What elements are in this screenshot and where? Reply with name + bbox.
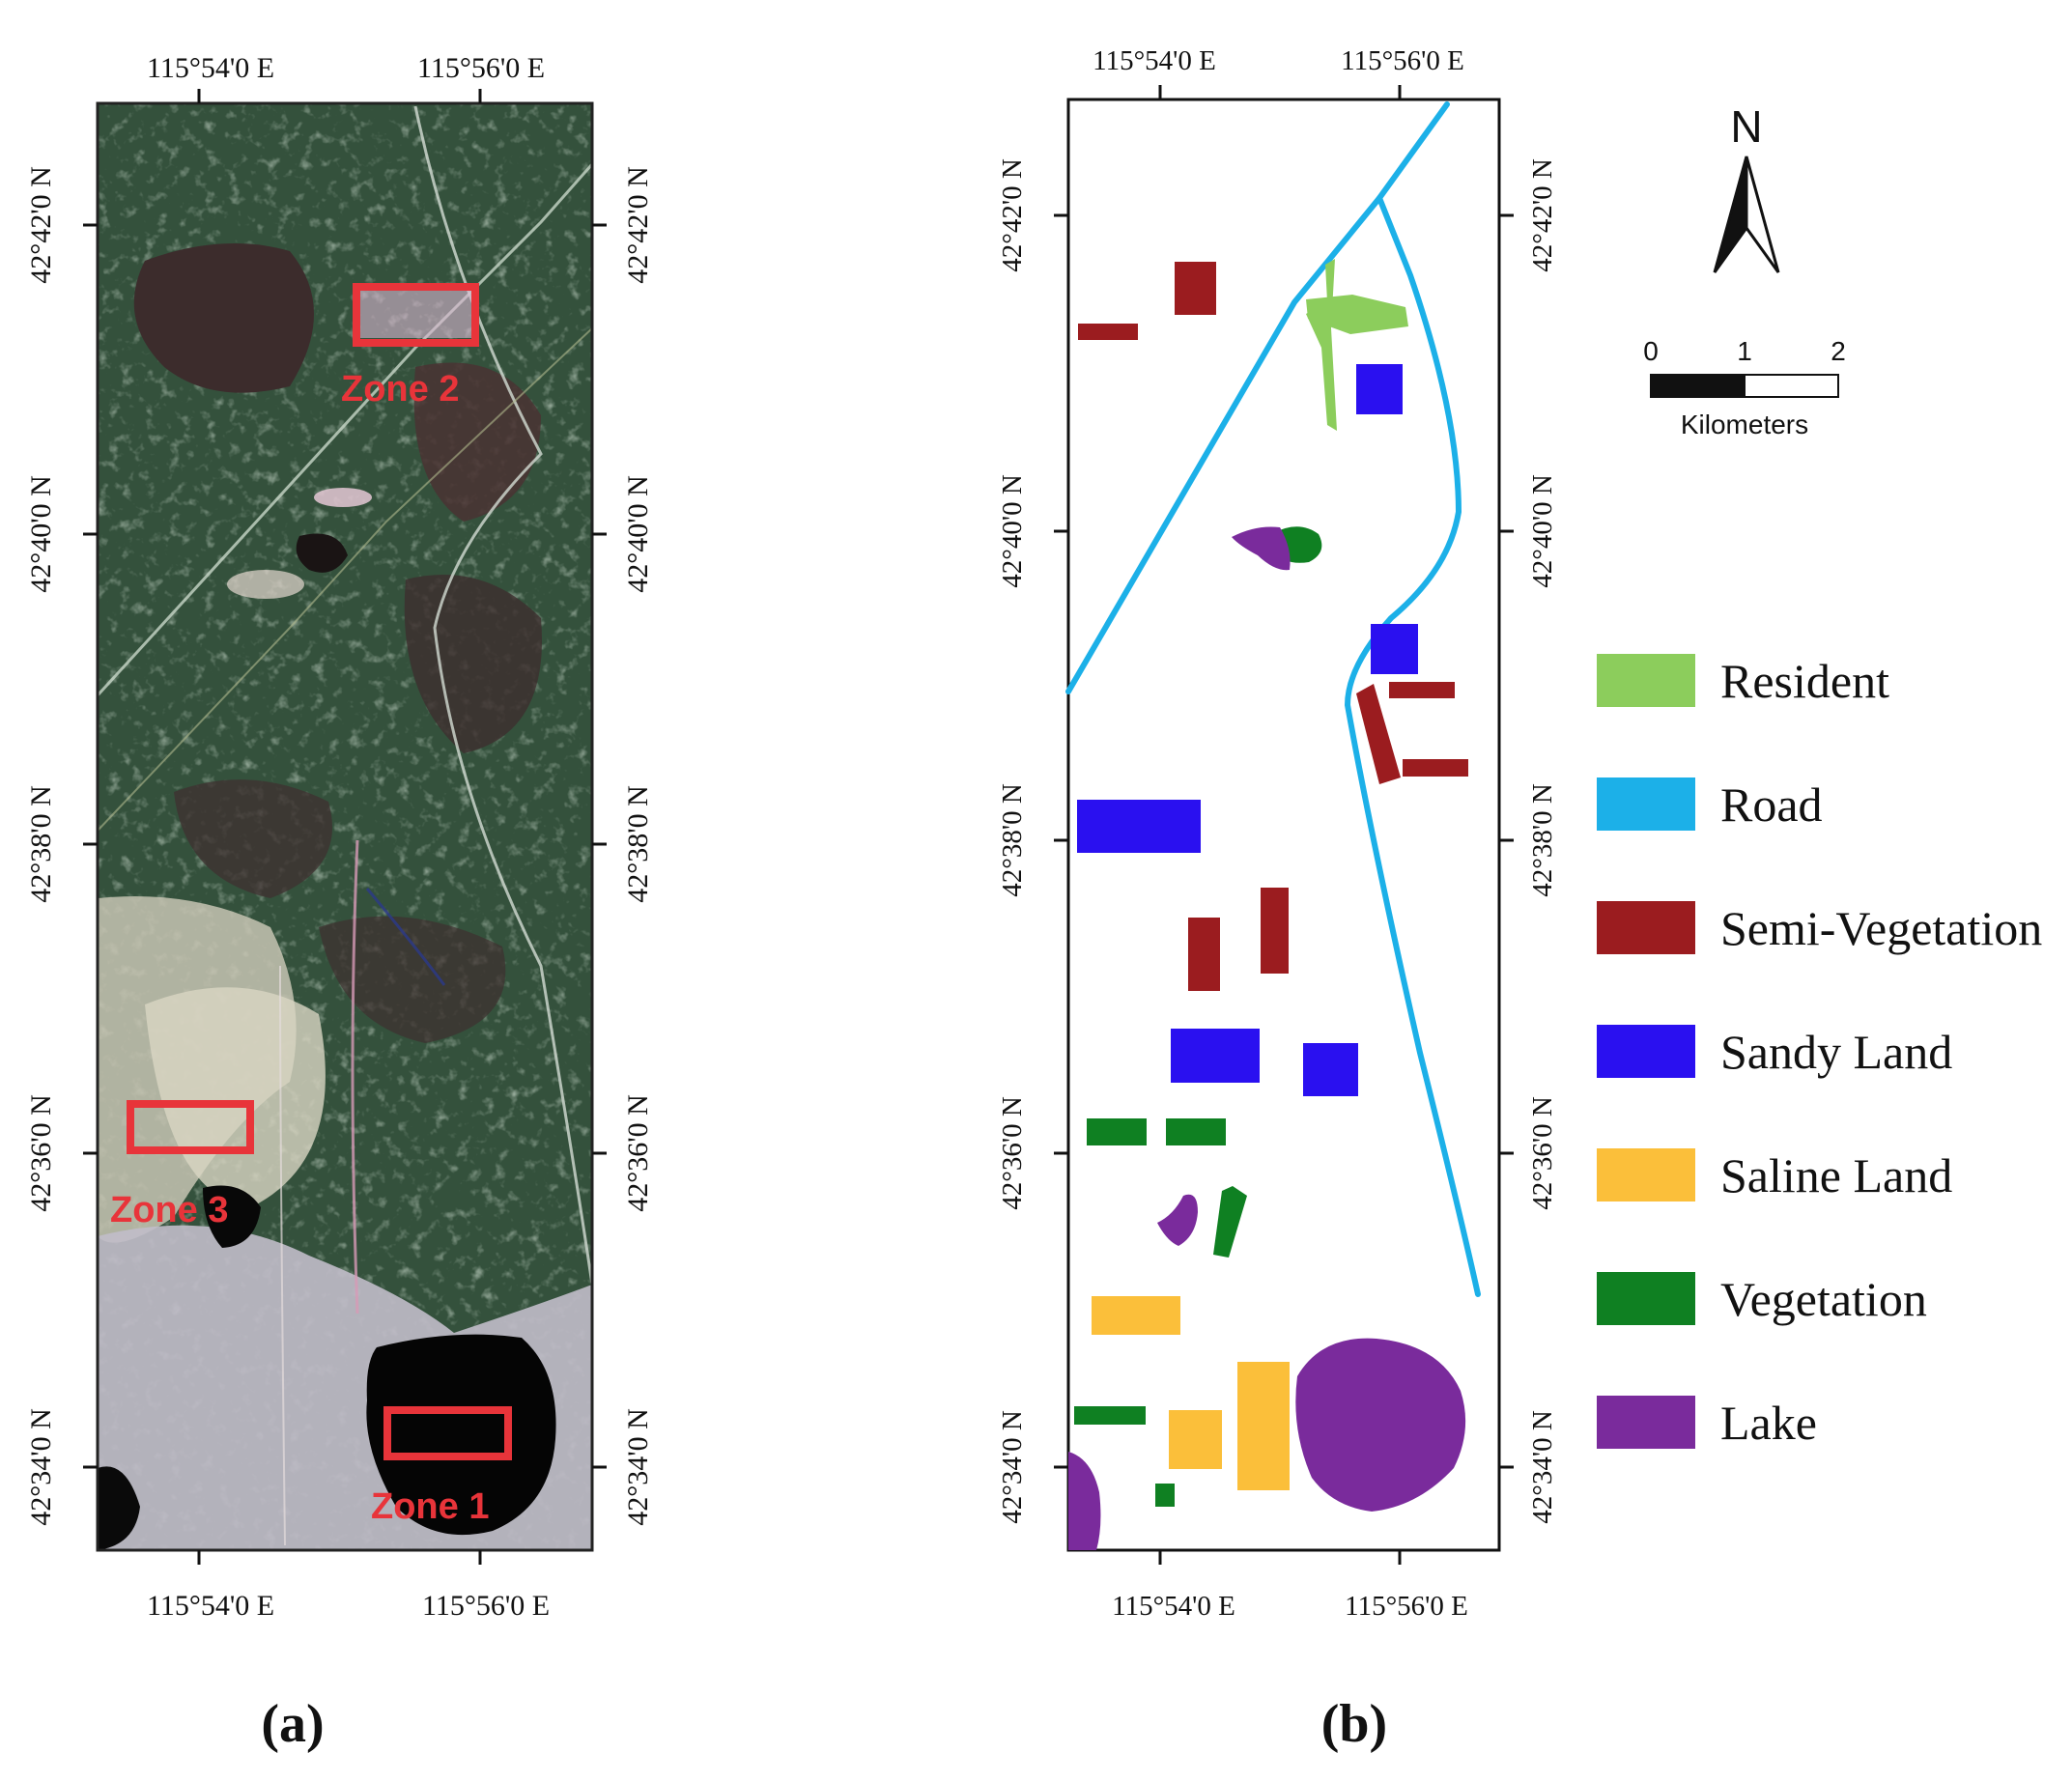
lat-labels-a-left: 42°42'0 N 42°40'0 N 42°38'0 N 42°36'0 N …: [25, 166, 57, 1526]
ticks-a: [83, 89, 607, 1565]
lon-label: 115°56'0 E: [422, 1590, 550, 1622]
legend-item: Vegetation: [1597, 1272, 1927, 1326]
legend-label: Semi-Vegetation: [1720, 901, 2042, 955]
lon-labels-a: 115°54'0 E 115°56'0 E 115°54'0 E 115°56'…: [147, 52, 550, 1622]
zone-2-label: Zone 2: [341, 369, 459, 410]
legend-swatch: [1597, 1025, 1695, 1078]
north-arrow-icon: [1745, 155, 1780, 273]
legend-label: Resident: [1720, 654, 1889, 708]
legend-swatch: [1597, 1148, 1695, 1201]
lon-label: 115°54'0 E: [147, 1590, 274, 1622]
zone-1-box: [383, 1406, 512, 1460]
zone-3-box: [127, 1100, 254, 1154]
legend-item: Lake: [1597, 1396, 1817, 1450]
legend-item: Saline Land: [1597, 1148, 1952, 1202]
scale-tick: 2: [1831, 336, 1846, 366]
lat-label: 42°40'0 N: [997, 474, 1028, 588]
zone-1-label: Zone 1: [371, 1486, 489, 1527]
scale-unit: Kilometers: [1681, 410, 1808, 439]
saline-land-features: [1092, 1296, 1290, 1490]
legend-swatch: [1597, 1396, 1695, 1449]
lat-label: 42°36'0 N: [622, 1094, 654, 1212]
legend-item: Semi-Vegetation: [1597, 901, 2042, 955]
classification-panel: 115°54'0 E 115°56'0 E 115°54'0 E 115°56'…: [997, 45, 1558, 1754]
zone-3-label: Zone 3: [110, 1190, 228, 1230]
lat-label: 42°36'0 N: [25, 1094, 57, 1212]
caption-b: (b): [1321, 1694, 1387, 1754]
lat-label: 42°38'0 N: [622, 785, 654, 903]
ticks-b: [1054, 85, 1514, 1565]
lake-features: [1068, 526, 1466, 1550]
lat-label: 42°38'0 N: [997, 783, 1028, 897]
lat-label: 42°40'0 N: [25, 475, 57, 593]
road: [1065, 101, 1450, 694]
resident-features: [1306, 259, 1408, 431]
legend-item: Road: [1597, 777, 1823, 832]
lon-label: 115°54'0 E: [1112, 1591, 1235, 1622]
scale-bar: 0 1 2 Kilometers: [1643, 336, 1846, 439]
legend-label: Vegetation: [1720, 1272, 1927, 1326]
legend-item: Resident: [1597, 654, 1889, 708]
legend-label: Lake: [1720, 1396, 1817, 1450]
lat-label: 42°34'0 N: [1527, 1410, 1558, 1524]
scale-tick: 1: [1737, 336, 1752, 366]
legend-label: Road: [1720, 777, 1823, 832]
road-features: [1065, 101, 1481, 1297]
legend-swatch: [1597, 1272, 1695, 1325]
lon-label: 115°54'0 E: [1093, 45, 1216, 76]
lat-label: 42°34'0 N: [25, 1408, 57, 1526]
lat-label: 42°38'0 N: [25, 785, 57, 903]
zone-boxes: [127, 283, 512, 1460]
vegetation-features: [1074, 526, 1322, 1507]
lat-label: 42°36'0 N: [1527, 1096, 1558, 1210]
satellite-image: [98, 103, 592, 1550]
lat-labels-b-left: 42°42'0 N 42°40'0 N 42°38'0 N 42°36'0 N …: [997, 158, 1028, 1524]
lat-label: 42°34'0 N: [622, 1408, 654, 1526]
lat-label: 42°40'0 N: [622, 475, 654, 593]
legend-swatch: [1597, 901, 1695, 954]
north-arrow: N: [1713, 101, 1780, 273]
road: [1344, 195, 1481, 1297]
legend-item: Sandy Land: [1597, 1025, 1952, 1079]
legend-swatch: [1597, 654, 1695, 707]
lat-label: 42°38'0 N: [1527, 783, 1558, 897]
lat-labels-a-right: 42°42'0 N 42°40'0 N 42°38'0 N 42°36'0 N …: [622, 166, 654, 1526]
north-label: N: [1730, 101, 1762, 152]
sandy-land-features: [1077, 364, 1418, 1096]
lon-label: 115°54'0 E: [147, 52, 274, 84]
lat-label: 42°36'0 N: [997, 1096, 1028, 1210]
lat-label: 42°40'0 N: [1527, 474, 1558, 588]
lat-label: 42°34'0 N: [997, 1410, 1028, 1524]
lat-labels-b-right: 42°42'0 N 42°40'0 N 42°38'0 N 42°36'0 N …: [1527, 158, 1558, 1524]
lon-label: 115°56'0 E: [1345, 1591, 1468, 1622]
lon-label: 115°56'0 E: [417, 52, 545, 84]
legend-label: Saline Land: [1720, 1148, 1952, 1202]
lon-labels-b: 115°54'0 E 115°56'0 E 115°54'0 E 115°56'…: [1093, 45, 1468, 1622]
legend-label: Sandy Land: [1720, 1025, 1952, 1079]
lon-label: 115°56'0 E: [1341, 45, 1464, 76]
caption-a: (a): [261, 1694, 324, 1754]
satellite-panel: Zone 2 Zone 3 Zone 1 115°54'0 E 115°56'0…: [25, 52, 654, 1754]
legend: Resident Road Semi-Vegetation Sandy Land…: [1597, 654, 2042, 1450]
lat-label: 42°42'0 N: [622, 166, 654, 284]
lat-label: 42°42'0 N: [25, 166, 57, 284]
lat-label: 42°42'0 N: [1527, 158, 1558, 272]
lat-label: 42°42'0 N: [997, 158, 1028, 272]
legend-swatch: [1597, 777, 1695, 831]
satellite-frame: [96, 101, 594, 1552]
scale-tick: 0: [1643, 336, 1659, 366]
semi-vegetation-features: [1078, 262, 1468, 991]
zone-2-box: [353, 283, 479, 347]
